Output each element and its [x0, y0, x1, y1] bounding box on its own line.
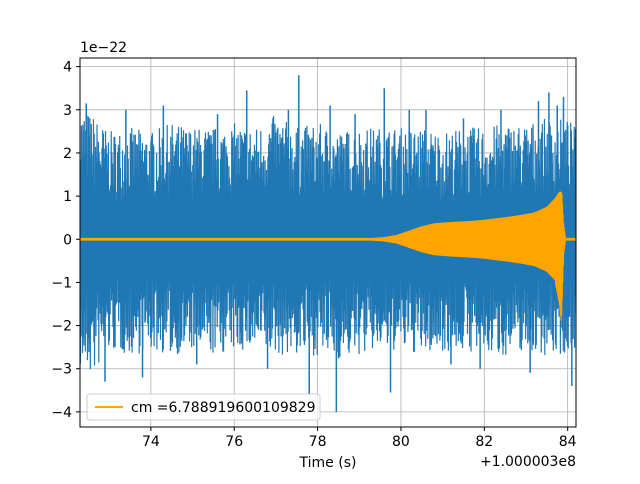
y-tick-label: −3 — [51, 362, 72, 378]
x-tick-label: 76 — [225, 434, 243, 450]
noise-series-line — [80, 115, 576, 370]
x-tick-label: 74 — [142, 434, 160, 450]
y-tick-label: −1 — [51, 275, 72, 291]
chirp-series-line — [80, 191, 576, 321]
x-tick-label: 84 — [559, 434, 577, 450]
y-scale-label: 1e−22 — [80, 40, 127, 56]
y-tick-label: 4 — [63, 60, 72, 76]
axes-frame — [79, 57, 577, 428]
legend-box — [86, 393, 321, 421]
y-tick-label: 0 — [63, 232, 72, 248]
y-tick-label: 2 — [63, 146, 72, 162]
y-tick-label: 1 — [63, 189, 72, 205]
y-tick-label: −4 — [51, 405, 72, 421]
x-axis-label: Time (s) — [299, 455, 357, 471]
x-tick-label: 82 — [475, 434, 493, 450]
x-tick-label: 78 — [309, 434, 327, 450]
legend: cm =6.788919600109829 — [86, 393, 321, 421]
y-tick-label: 3 — [63, 103, 72, 119]
x-offset-label: +1.000003e8 — [480, 454, 576, 470]
ticks: 74 76 78 80 82 84 −4 −3 −2 −1 0 1 2 3 4 — [51, 60, 576, 450]
y-tick-label: −2 — [51, 319, 72, 335]
plot-data — [80, 75, 576, 412]
series-group — [80, 75, 576, 412]
legend-label: cm =6.788919600109829 — [131, 400, 315, 416]
x-tick-label: 80 — [392, 434, 410, 450]
